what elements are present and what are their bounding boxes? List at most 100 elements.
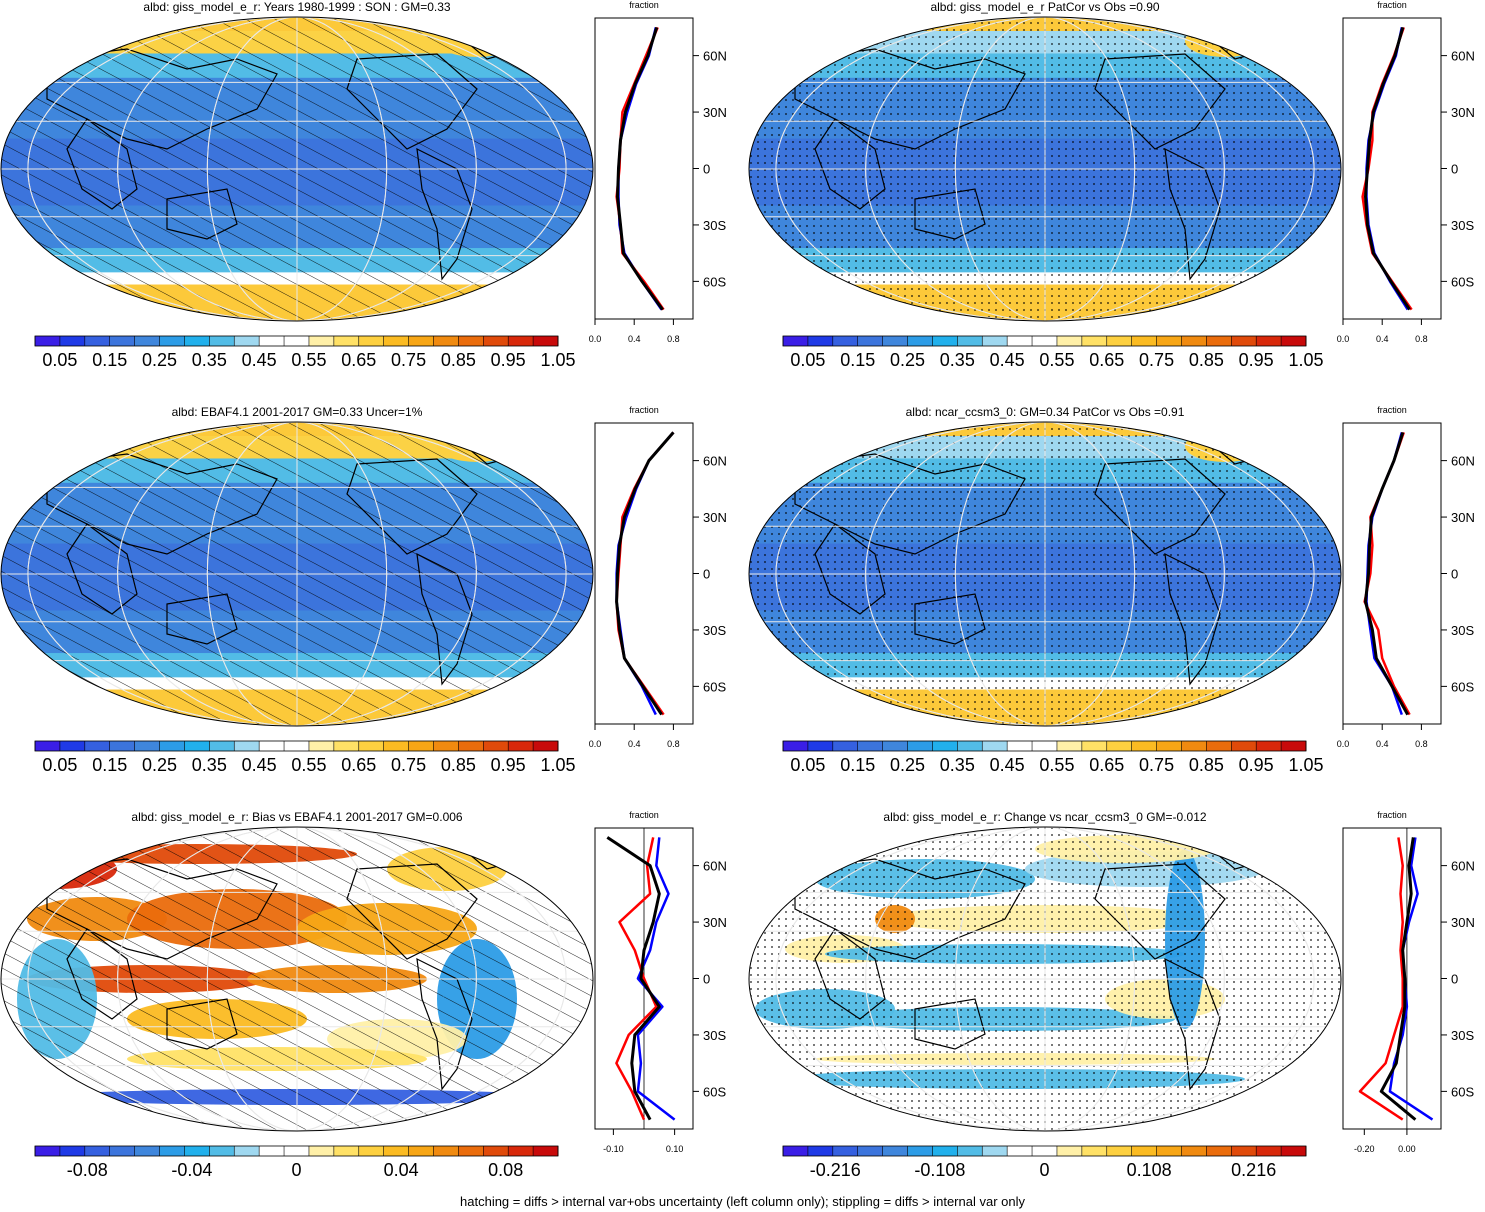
colorbar-label: 0.55 [291, 755, 326, 775]
colorbar-box [358, 1146, 385, 1156]
colorbar-box [1007, 336, 1033, 346]
profile-xlabel: -0.10 [603, 1144, 624, 1154]
map-title: albd: giss_model_e_r PatCor vs Obs =0.90 [930, 0, 1159, 14]
colorbar-box [957, 1146, 983, 1156]
profile-ylabel: 0 [1451, 567, 1458, 582]
colorbar-label: 0.05 [790, 755, 825, 775]
map [0, 826, 594, 1132]
colorbar-label: 0.65 [341, 755, 376, 775]
map [748, 421, 1342, 727]
profile-ylabel: 60S [1451, 679, 1474, 694]
colorbar-box [1281, 741, 1307, 751]
profile-ylabel: 60S [703, 274, 726, 289]
colorbar-box [907, 336, 933, 346]
colorbar-box [308, 741, 335, 751]
map-title: albd: giss_model_e_r: Bias vs EBAF4.1 20… [131, 810, 463, 824]
colorbar-box [109, 741, 136, 751]
colorbar-label: 0.95 [1239, 755, 1274, 775]
colorbar-box [1032, 1146, 1058, 1156]
profile-title: fraction [1377, 405, 1407, 415]
profile-ylabel: 60S [1451, 1084, 1474, 1099]
profile-xlabel: 0.4 [1376, 334, 1389, 344]
profile-xlabel: 0.00 [1398, 1144, 1416, 1154]
colorbar-box [1032, 741, 1058, 751]
colorbar-label: 0.108 [1127, 1160, 1172, 1180]
colorbar-box [982, 1146, 1008, 1156]
colorbar-box [1056, 336, 1083, 346]
colorbar-box [35, 336, 61, 346]
profile-ylabel: 30S [703, 218, 726, 233]
profile-line-obs [615, 837, 658, 1121]
profile-ylabel: 30N [703, 510, 727, 525]
map-title: albd: giss_model_e_r: Years 1980-1999 : … [143, 0, 451, 14]
panel-1: albd: giss_model_e_r: Years 1980-1999 : … [0, 0, 727, 370]
profile-xlabel: 0.4 [628, 739, 641, 749]
colorbar-box [1181, 336, 1207, 346]
colorbar-box [209, 336, 235, 346]
colorbar-box [284, 741, 310, 751]
colorbar-box [308, 336, 335, 346]
profile-ylabel: 60N [703, 454, 727, 469]
colorbar-box [458, 336, 484, 346]
colorbar-label: 0.65 [1089, 350, 1124, 370]
colorbar-box [1156, 336, 1182, 346]
profile-xlabel: 0.4 [628, 334, 641, 344]
colorbar-label: 0.55 [1039, 755, 1074, 775]
colorbar-box [134, 336, 161, 346]
colorbar-label: 0.15 [840, 755, 875, 775]
map [0, 16, 594, 322]
colorbar-box [408, 1146, 434, 1156]
colorbar-box [1206, 1146, 1232, 1156]
colorbar: 0.05 0.15 0.25 0.35 0.45 0.55 0.65 0.75 0.85 0.95… [782, 335, 1324, 370]
colorbar-frame [782, 1145, 1307, 1157]
panel-3: albd: EBAF4.1 2001-2017 GM=0.33 Uncer=1%… [0, 405, 727, 775]
colorbar-box [1081, 1146, 1108, 1156]
colorbar-box [84, 336, 111, 346]
profile-ylabel: 60S [703, 1084, 726, 1099]
colorbar-box [234, 336, 260, 346]
colorbar-box [35, 1146, 61, 1156]
colorbar-label: 0.15 [92, 755, 127, 775]
colorbar-box [458, 741, 484, 751]
zonal-profile: fraction 60N 30N 0 30S 60S 0.0 0.4 0.8 [1337, 0, 1475, 344]
profile-line-ref [615, 431, 675, 716]
colorbar-box [1281, 1146, 1307, 1156]
colorbar-box [533, 336, 559, 346]
colorbar-box [1032, 336, 1058, 346]
colorbar-box [1131, 741, 1158, 751]
profile-line-ref [1364, 26, 1411, 311]
profile-xlabel: 0.8 [1415, 739, 1428, 749]
colorbar-box [383, 336, 410, 346]
profile-title: fraction [1377, 810, 1407, 820]
colorbar-box [408, 336, 434, 346]
profile-title: fraction [629, 0, 659, 10]
colorbar-label: 0.25 [142, 755, 177, 775]
colorbar-box [1231, 336, 1257, 346]
colorbar-box [508, 336, 534, 346]
colorbar-box [533, 1146, 559, 1156]
colorbar-box [1056, 741, 1083, 751]
profile-ylabel: 30N [1451, 105, 1475, 120]
profile-ylabel: 0 [703, 972, 710, 987]
profile-ylabel: 60S [1451, 274, 1474, 289]
panel-6: albd: giss_model_e_r: Change vs ncar_ccs… [748, 810, 1475, 1180]
colorbar-box [259, 336, 285, 346]
profile-xlabel: 0.0 [1337, 334, 1350, 344]
zonal-profile: fraction 60N 30N 0 30S 60S -0.20 0.00 [1342, 810, 1475, 1154]
colorbar-label: 0.95 [491, 755, 526, 775]
colorbar-label: 0.08 [488, 1160, 523, 1180]
colorbar-box [35, 741, 61, 751]
map-border [0, 421, 594, 727]
zonal-profile: fraction 60N 30N 0 30S 60S 0.0 0.4 0.8 [1337, 405, 1475, 749]
colorbar: 0.05 0.15 0.25 0.35 0.45 0.55 0.65 0.75 0.85 0.95… [34, 335, 576, 370]
profile-xlabel: 0.10 [666, 1144, 684, 1154]
profile-xlabel: 0.0 [1337, 739, 1350, 749]
colorbar-box [109, 1146, 136, 1156]
profile-line-obs [1358, 837, 1404, 1121]
colorbar-label: 0.85 [441, 755, 476, 775]
colorbar-box [857, 741, 884, 751]
colorbar-label: 0.65 [341, 350, 376, 370]
colorbar-label: 0.25 [890, 350, 925, 370]
colorbar-box [84, 1146, 111, 1156]
colorbar: 0.05 0.15 0.25 0.35 0.45 0.55 0.65 0.75 0.85 0.95… [34, 740, 576, 775]
